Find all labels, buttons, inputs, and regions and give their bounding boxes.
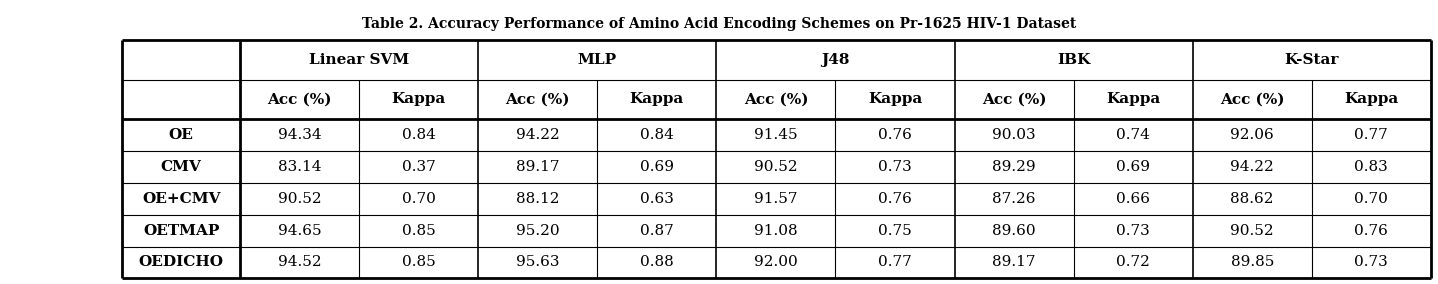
Text: OE: OE	[168, 128, 194, 142]
Text: Acc (%): Acc (%)	[267, 92, 332, 106]
Text: 91.08: 91.08	[754, 224, 798, 238]
Text: 0.63: 0.63	[640, 192, 674, 206]
Text: 90.52: 90.52	[1231, 224, 1274, 238]
Text: OE+CMV: OE+CMV	[142, 192, 220, 206]
Text: Kappa: Kappa	[1345, 92, 1398, 106]
Text: K-Star: K-Star	[1284, 53, 1339, 67]
Text: 0.76: 0.76	[879, 192, 912, 206]
Text: 92.00: 92.00	[754, 255, 798, 270]
Text: 0.69: 0.69	[640, 160, 674, 174]
Text: 0.69: 0.69	[1116, 160, 1150, 174]
Text: 0.75: 0.75	[879, 224, 912, 238]
Text: 0.72: 0.72	[1116, 255, 1150, 270]
Text: 89.29: 89.29	[992, 160, 1035, 174]
Text: 90.52: 90.52	[754, 160, 798, 174]
Text: 0.83: 0.83	[1355, 160, 1388, 174]
Text: 0.76: 0.76	[1355, 224, 1388, 238]
Text: Kappa: Kappa	[391, 92, 446, 106]
Text: 0.70: 0.70	[1355, 192, 1388, 206]
Text: 0.73: 0.73	[1116, 224, 1150, 238]
Text: 0.37: 0.37	[401, 160, 436, 174]
Text: 90.03: 90.03	[992, 128, 1035, 142]
Text: 0.85: 0.85	[401, 255, 436, 270]
Text: 88.12: 88.12	[516, 192, 559, 206]
Text: 0.74: 0.74	[1116, 128, 1150, 142]
Text: CMV: CMV	[161, 160, 201, 174]
Text: 0.73: 0.73	[1355, 255, 1388, 270]
Text: 89.17: 89.17	[516, 160, 559, 174]
Text: 88.62: 88.62	[1231, 192, 1274, 206]
Text: 87.26: 87.26	[992, 192, 1035, 206]
Text: 95.20: 95.20	[516, 224, 559, 238]
Text: 94.65: 94.65	[278, 224, 322, 238]
Text: 0.66: 0.66	[1116, 192, 1150, 206]
Text: 95.63: 95.63	[516, 255, 559, 270]
Text: Acc (%): Acc (%)	[743, 92, 808, 106]
Text: 0.76: 0.76	[879, 128, 912, 142]
Text: 0.77: 0.77	[879, 255, 912, 270]
Text: 0.85: 0.85	[401, 224, 436, 238]
Text: 94.22: 94.22	[1231, 160, 1274, 174]
Text: 89.60: 89.60	[992, 224, 1035, 238]
Text: Linear SVM: Linear SVM	[309, 53, 410, 67]
Text: OETMAP: OETMAP	[142, 224, 220, 238]
Text: 0.84: 0.84	[640, 128, 674, 142]
Text: 0.84: 0.84	[401, 128, 436, 142]
Text: 91.57: 91.57	[754, 192, 798, 206]
Text: 94.34: 94.34	[278, 128, 322, 142]
Text: IBK: IBK	[1057, 53, 1090, 67]
Text: 89.85: 89.85	[1231, 255, 1274, 270]
Text: Acc (%): Acc (%)	[506, 92, 569, 106]
Text: 89.17: 89.17	[992, 255, 1035, 270]
Text: Kappa: Kappa	[1106, 92, 1160, 106]
Text: Acc (%): Acc (%)	[982, 92, 1047, 106]
Text: 0.73: 0.73	[879, 160, 912, 174]
Text: 83.14: 83.14	[278, 160, 322, 174]
Text: Kappa: Kappa	[630, 92, 684, 106]
Text: 0.87: 0.87	[640, 224, 674, 238]
Text: OEDICHO: OEDICHO	[138, 255, 224, 270]
Text: Kappa: Kappa	[869, 92, 922, 106]
Text: 94.22: 94.22	[516, 128, 559, 142]
Text: Acc (%): Acc (%)	[1219, 92, 1284, 106]
Text: 0.70: 0.70	[401, 192, 436, 206]
Text: Table 2. Accuracy Performance of Amino Acid Encoding Schemes on Pr-1625 HIV-1 Da: Table 2. Accuracy Performance of Amino A…	[362, 17, 1076, 31]
Text: 92.06: 92.06	[1231, 128, 1274, 142]
Text: J48: J48	[821, 53, 850, 67]
Text: MLP: MLP	[578, 53, 617, 67]
Text: 94.52: 94.52	[278, 255, 322, 270]
Text: 0.88: 0.88	[640, 255, 674, 270]
Text: 91.45: 91.45	[754, 128, 798, 142]
Text: 90.52: 90.52	[278, 192, 322, 206]
Text: 0.77: 0.77	[1355, 128, 1388, 142]
